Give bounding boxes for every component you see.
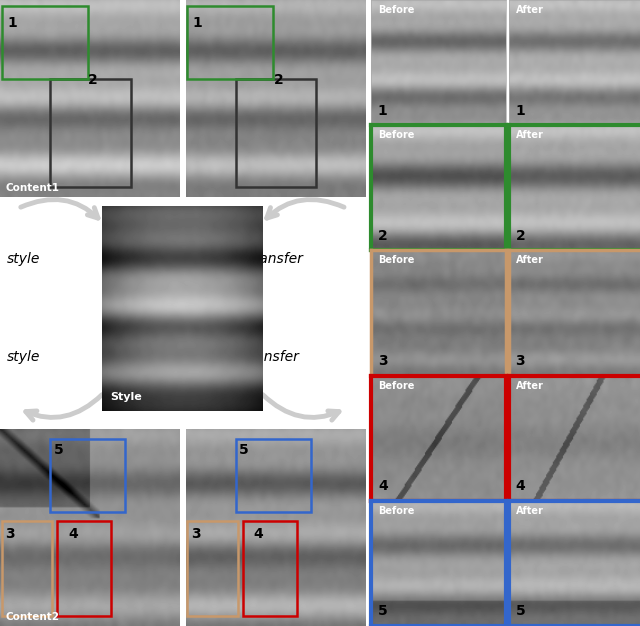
- Text: 4: 4: [68, 527, 78, 541]
- Text: Content1: Content1: [5, 183, 60, 193]
- Text: 2: 2: [88, 73, 98, 87]
- Text: 3: 3: [378, 354, 388, 368]
- Text: transfer: transfer: [244, 350, 300, 364]
- Text: 3: 3: [516, 354, 525, 368]
- Text: Before: Before: [378, 5, 414, 15]
- Text: Before: Before: [378, 130, 414, 140]
- Bar: [50, 439, 125, 511]
- Bar: [2, 6, 88, 79]
- Text: Before: Before: [378, 381, 414, 391]
- Bar: [188, 521, 237, 616]
- Text: Content2: Content2: [5, 612, 60, 622]
- Text: 4: 4: [378, 480, 388, 493]
- Text: After: After: [516, 506, 543, 516]
- Text: After: After: [516, 381, 543, 391]
- Text: After: After: [516, 255, 543, 265]
- Text: 2: 2: [274, 73, 284, 87]
- Text: 1: 1: [7, 16, 17, 30]
- Text: After: After: [516, 130, 543, 140]
- Bar: [50, 79, 131, 187]
- Text: Before: Before: [378, 255, 414, 265]
- Bar: [243, 521, 297, 616]
- Bar: [58, 521, 111, 616]
- Text: 2: 2: [516, 229, 525, 243]
- Text: 1: 1: [378, 104, 388, 118]
- Text: 1: 1: [516, 104, 525, 118]
- Text: 4: 4: [516, 480, 525, 493]
- Text: style: style: [7, 252, 41, 267]
- Text: 1: 1: [193, 16, 202, 30]
- Bar: [2, 521, 52, 616]
- Text: 5: 5: [239, 443, 249, 456]
- Text: 5: 5: [378, 605, 388, 618]
- Text: 3: 3: [191, 527, 200, 541]
- Text: 2: 2: [378, 229, 388, 243]
- Text: Before: Before: [378, 506, 414, 516]
- Text: transfer: transfer: [248, 252, 303, 267]
- Text: style: style: [7, 350, 41, 364]
- Bar: [236, 79, 316, 187]
- Bar: [236, 439, 311, 511]
- Bar: [188, 6, 273, 79]
- Text: 5: 5: [54, 443, 63, 456]
- Text: 5: 5: [516, 605, 525, 618]
- Text: 4: 4: [253, 527, 264, 541]
- Text: After: After: [516, 5, 543, 15]
- Text: 3: 3: [5, 527, 15, 541]
